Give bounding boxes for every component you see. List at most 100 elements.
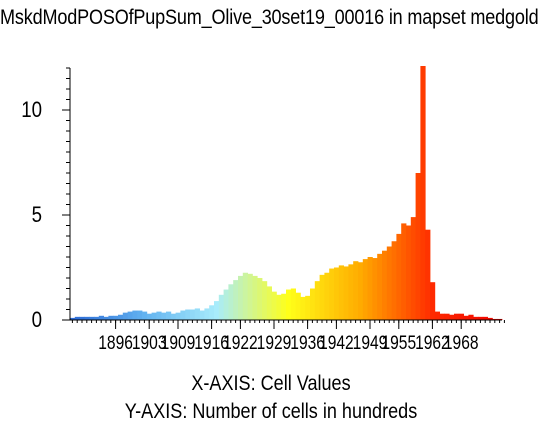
histogram-bar [434,311,440,320]
histogram-bar [300,296,306,320]
histogram-bar [127,311,133,320]
histogram-bar [430,282,436,320]
histogram-bar [482,316,488,320]
histogram-bar [252,275,258,320]
histogram-bar [113,315,119,320]
histogram-bar [286,289,292,320]
histogram-bar [79,316,85,320]
histogram-bar [262,281,268,320]
histogram-bar [257,278,263,320]
x-tick-label: 1916 [194,332,229,354]
histogram-bar [338,265,344,320]
histogram-bar [98,315,104,320]
x-tick-label: 1942 [319,332,354,354]
histogram-bar [458,313,464,320]
bars-group [70,66,503,320]
histogram-bar [295,292,301,320]
histogram-bar [194,308,200,320]
histogram-bar [415,173,421,320]
histogram-bar [84,316,90,320]
histogram-bar [439,313,445,320]
histogram-bar [463,315,469,320]
histogram-bar [166,311,172,320]
histogram-bar [103,316,109,320]
histogram-bar [410,217,416,320]
histogram-bar [406,225,412,320]
histogram-bar [223,289,229,320]
x-tick-label: 1936 [290,332,325,354]
histogram-bar [151,312,157,320]
y-tick-label: 5 [32,204,42,228]
histogram-bar [122,312,128,320]
tick-labels-group: 1896190319091916192219291936194219491955… [21,99,478,354]
histogram-bar [142,311,148,320]
histogram-bar [290,288,296,320]
x-tick-label: 1929 [257,332,292,354]
x-tick-label: 1903 [132,332,167,354]
histogram-bar [358,262,364,320]
histogram-bar [156,311,162,320]
histogram-bar [454,313,460,320]
histogram-bar [444,313,450,320]
histogram-bar [497,318,503,320]
histogram-bar [420,66,426,320]
y-tick-label: 0 [32,309,42,333]
histogram-bar [108,315,114,320]
histogram-bar [209,305,215,320]
histogram-bar [487,317,493,320]
histogram-bar [372,258,378,320]
histogram-bar [362,259,368,320]
histogram-bar [343,266,349,320]
histogram-bar [218,294,224,320]
histogram-bar [228,284,234,320]
histogram-bar [353,261,359,320]
histogram-bar [170,313,176,320]
histogram-bar [199,310,205,320]
histogram-bar [449,314,455,320]
histogram-bar [401,223,407,320]
histogram-bar [185,309,191,320]
histogram-bar [367,257,373,320]
histogram-bar [310,288,316,320]
histogram-bar [396,233,402,320]
chart-title: MskdModPOSOfPupSum_Olive_30set19_00016 i… [0,6,539,29]
x-tick-label: 1962 [415,332,450,354]
histogram-bar [266,286,272,320]
histogram-bar [180,310,186,320]
x-tick-label: 1955 [381,332,416,354]
histogram-bar [377,253,383,320]
histogram-bar [74,316,80,320]
x-tick-label: 1968 [444,332,479,354]
x-axis-label: X-AXIS: Cell Values [191,372,351,395]
histogram-bar [382,250,388,320]
histogram-bar [334,267,340,320]
x-tick-label: 1896 [98,332,133,354]
histogram-bar [94,316,100,320]
histogram-bar [314,281,320,320]
y-axis-label: Y-AXIS: Number of cells in hundreds [124,400,418,423]
histogram-bar [247,273,253,320]
histogram-bar [281,293,287,320]
histogram-bar [146,313,152,320]
histogram-bar [271,291,277,320]
histogram-bar [386,246,392,320]
histogram-bar [175,312,181,320]
histogram-bar [137,310,143,320]
histogram-bar [319,274,325,320]
histogram-bar [473,316,479,320]
histogram-bar [329,268,335,320]
x-tick-label: 1949 [353,332,388,354]
histogram-bar [190,309,196,320]
histogram-bar [233,280,239,320]
histogram-bar [305,295,311,320]
histogram-bar [204,308,210,320]
histogram-bar [242,272,248,320]
x-tick-label: 1909 [161,332,196,354]
histogram-bar [492,318,498,320]
histogram-bar [348,264,354,320]
histogram-bar [425,229,431,320]
histogram-bar [89,316,95,320]
axes-group [62,67,505,329]
x-tick-label: 1922 [223,332,258,354]
histogram-bar [276,294,282,320]
